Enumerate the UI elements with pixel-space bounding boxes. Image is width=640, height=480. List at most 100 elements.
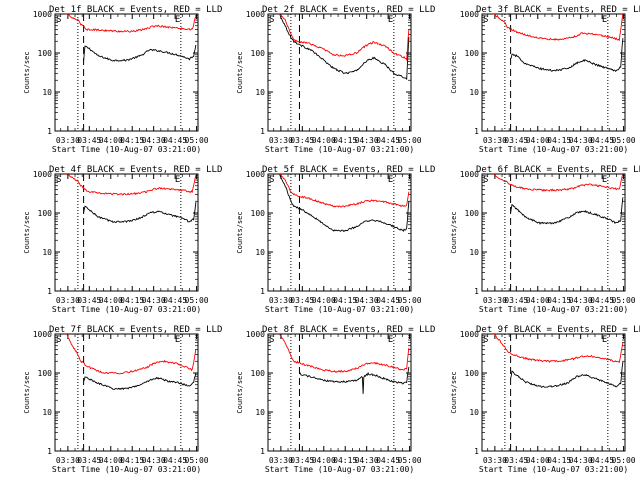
x-tick-label: 04:45 <box>376 136 400 145</box>
x-tick-label: 04:45 <box>376 456 400 465</box>
x-tick-label: 03:45 <box>77 136 101 145</box>
x-tick-label: 04:30 <box>355 296 379 305</box>
end-marker: E <box>175 175 180 185</box>
x-tick-label: 03:45 <box>290 296 314 305</box>
y-tick-label: 1000 <box>246 170 265 179</box>
panel-title: Det 3f BLACK = Events, RED = LLD <box>476 5 640 15</box>
panel-det-1: Det 1f BLACK = Events, RED = LLD 1 10 100 10… <box>23 5 222 154</box>
x-tick-label: 04:45 <box>376 296 400 305</box>
x-tick-label: 04:45 <box>590 136 614 145</box>
x-tick-label: 03:30 <box>56 456 80 465</box>
x-tick-label: 05:00 <box>612 136 636 145</box>
x-tick-label: 04:00 <box>526 296 550 305</box>
y-axis-label: Counts/sec <box>23 211 31 253</box>
y-tick-label: 1 <box>47 447 52 456</box>
y-axis-label: Counts/sec <box>450 211 458 253</box>
y-tick-label: 1000 <box>33 330 52 339</box>
x-tick-label: 04:45 <box>163 136 187 145</box>
lld-series-line <box>279 334 410 373</box>
y-tick-label: 100 <box>251 209 266 218</box>
x-axis-label: Start Time (10-Aug-07 03:21:00) <box>479 305 628 314</box>
x-tick-label: 04:00 <box>526 456 550 465</box>
x-tick-label: 05:00 <box>398 456 422 465</box>
x-tick-label: 04:15 <box>547 136 571 145</box>
x-tick-label: 05:00 <box>398 136 422 145</box>
x-tick-label: 04:15 <box>120 456 144 465</box>
x-tick-label: 03:30 <box>269 456 293 465</box>
x-tick-label: 04:30 <box>355 136 379 145</box>
end-marker: E <box>388 335 393 345</box>
x-tick-label: 03:30 <box>269 136 293 145</box>
x-tick-label: 04:45 <box>590 456 614 465</box>
x-axis-label: Start Time (10-Aug-07 03:21:00) <box>52 145 201 154</box>
y-tick-label: 1000 <box>33 170 52 179</box>
axes-frame <box>267 333 412 452</box>
start-marker: S <box>269 15 274 25</box>
x-tick-label: 04:15 <box>547 296 571 305</box>
end-marker: E <box>388 15 393 25</box>
x-axis-label: Start Time (10-Aug-07 03:21:00) <box>52 465 201 474</box>
x-tick-label: 04:15 <box>547 456 571 465</box>
lld-series-line <box>279 14 410 62</box>
y-tick-label: 1 <box>474 287 479 296</box>
axes-frame <box>54 173 199 292</box>
panel-det-5: Det 5f BLACK = Events, RED = LLD 1 10 100 10… <box>236 165 435 314</box>
x-tick-label: 04:30 <box>142 456 166 465</box>
y-axis-label: Counts/sec <box>450 371 458 413</box>
x-axis-label: Start Time (10-Aug-07 03:21:00) <box>265 145 414 154</box>
start-marker: S <box>56 175 61 185</box>
events-series-line <box>278 14 410 81</box>
end-marker: E <box>602 335 607 345</box>
x-tick-label: 04:30 <box>569 136 593 145</box>
end-marker: E <box>175 335 180 345</box>
x-tick-label: 04:15 <box>333 136 357 145</box>
y-tick-label: 100 <box>465 369 480 378</box>
y-axis-label: Counts/sec <box>236 51 244 93</box>
x-tick-label: 05:00 <box>612 456 636 465</box>
y-tick-label: 1000 <box>246 330 265 339</box>
y-tick-label: 10 <box>469 88 479 97</box>
x-tick-label: 03:30 <box>56 296 80 305</box>
x-tick-label: 04:00 <box>526 136 550 145</box>
y-axis-label: Counts/sec <box>23 371 31 413</box>
panel-det-2: Det 2f BLACK = Events, RED = LLD 1 10 100 10… <box>236 5 435 154</box>
panel-det-7: Det 7f BLACK = Events, RED = LLD 1 10 100 10… <box>23 325 222 474</box>
lld-series-line <box>66 14 197 33</box>
y-tick-label: 10 <box>42 408 52 417</box>
events-series-line <box>83 202 197 224</box>
x-axis-label: Start Time (10-Aug-07 03:21:00) <box>479 465 628 474</box>
y-tick-label: 10 <box>255 408 265 417</box>
events-series-line <box>83 372 197 391</box>
panel-det-9: Det 9f BLACK = Events, RED = LLD 1 10 100 10… <box>450 325 640 474</box>
panel-title: Det 1f BLACK = Events, RED = LLD <box>49 5 222 15</box>
x-tick-label: 04:00 <box>312 136 336 145</box>
axes-frame <box>54 333 199 452</box>
x-tick-label: 03:30 <box>483 456 507 465</box>
x-tick-label: 04:45 <box>163 456 187 465</box>
x-tick-label: 03:45 <box>77 456 101 465</box>
x-tick-label: 04:15 <box>333 296 357 305</box>
x-axis-label: Start Time (10-Aug-07 03:21:00) <box>265 305 414 314</box>
x-tick-label: 04:00 <box>99 136 123 145</box>
x-tick-label: 03:45 <box>290 456 314 465</box>
panel-det-3: Det 3f BLACK = Events, RED = LLD 1 10 100 10… <box>450 5 640 154</box>
panel-title: Det 5f BLACK = Events, RED = LLD <box>262 165 435 175</box>
y-tick-label: 1 <box>474 447 479 456</box>
x-tick-label: 03:45 <box>77 296 101 305</box>
axes-frame <box>54 13 199 132</box>
panel-title: Det 6f BLACK = Events, RED = LLD <box>476 165 640 175</box>
x-axis-label: Start Time (10-Aug-07 03:21:00) <box>479 145 628 154</box>
lld-series-line <box>493 14 624 42</box>
lld-series-line <box>66 174 197 196</box>
x-tick-label: 04:00 <box>312 296 336 305</box>
x-tick-label: 03:45 <box>290 136 314 145</box>
start-marker: S <box>483 175 488 185</box>
x-tick-label: 04:45 <box>163 296 187 305</box>
x-tick-label: 04:15 <box>333 456 357 465</box>
x-tick-label: 04:30 <box>142 296 166 305</box>
x-tick-label: 04:45 <box>590 296 614 305</box>
x-tick-label: 04:30 <box>142 136 166 145</box>
axes-frame <box>481 333 626 452</box>
y-tick-label: 100 <box>251 49 266 58</box>
